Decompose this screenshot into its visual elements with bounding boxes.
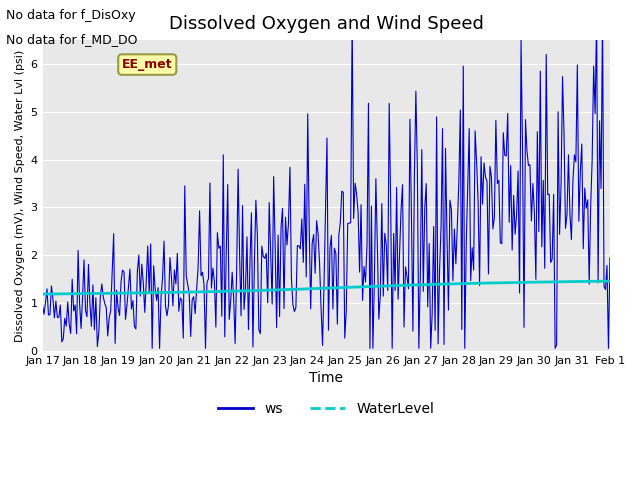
Text: No data for f_DisOxy: No data for f_DisOxy: [6, 9, 136, 22]
X-axis label: Time: Time: [309, 371, 343, 385]
Y-axis label: Dissolved Oxygen (mV), Wind Speed, Water Lvl (psi): Dissolved Oxygen (mV), Wind Speed, Water…: [15, 49, 25, 342]
Text: No data for f_MD_DO: No data for f_MD_DO: [6, 33, 138, 46]
Text: EE_met: EE_met: [122, 58, 173, 71]
Title: Dissolved Oxygen and Wind Speed: Dissolved Oxygen and Wind Speed: [169, 15, 484, 33]
Legend: ws, WaterLevel: ws, WaterLevel: [212, 396, 440, 421]
